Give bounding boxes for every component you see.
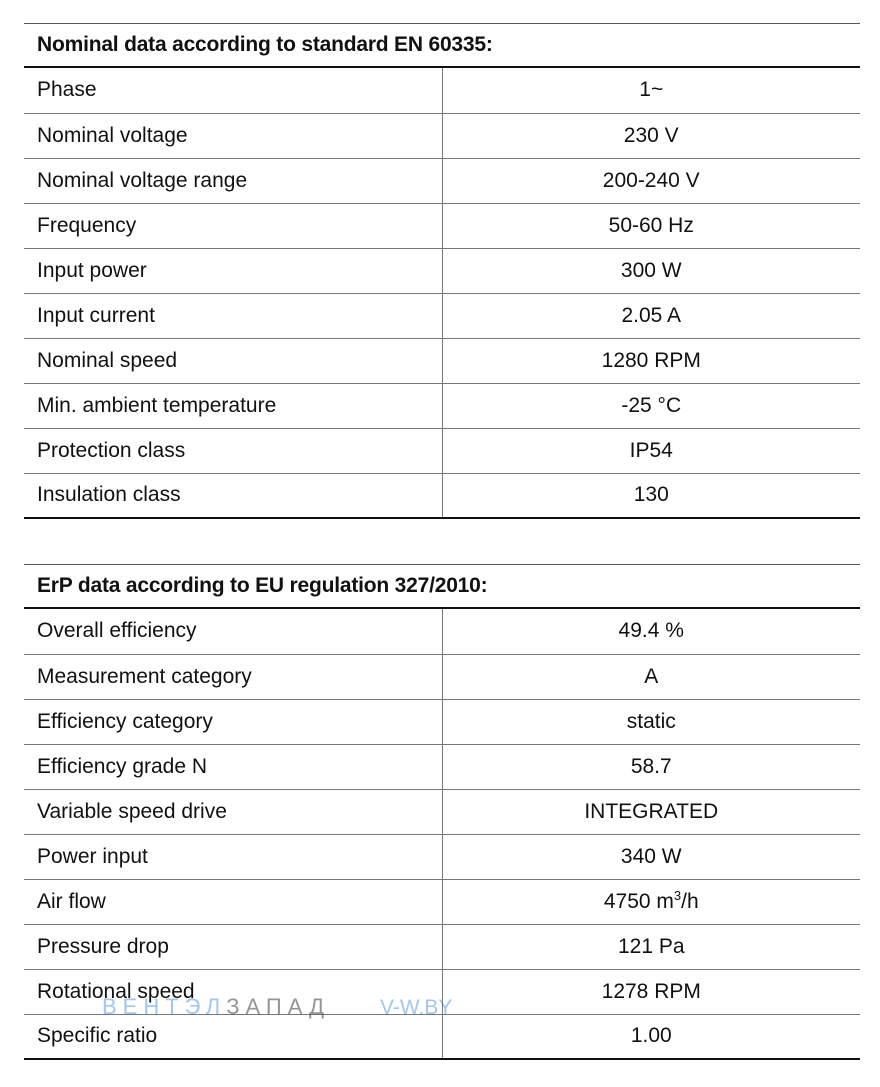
row-value: 340 W	[442, 834, 860, 880]
air-flow-exponent: 3	[673, 887, 682, 903]
table-row: Specific ratio 1.00	[24, 1014, 860, 1060]
table-row: Frequency 50-60 Hz	[24, 203, 860, 249]
row-value: 121 Pa	[442, 924, 860, 970]
table-row: Efficiency category static	[24, 699, 860, 745]
nominal-data-title: Nominal data according to standard EN 60…	[24, 23, 860, 68]
row-label: Min. ambient temperature	[24, 383, 443, 429]
table-row: Nominal voltage 230 V	[24, 113, 860, 159]
row-label: Frequency	[24, 203, 443, 249]
table-row: Min. ambient temperature -25 °C	[24, 383, 860, 429]
row-value: 58.7	[442, 744, 860, 790]
row-value: 230 V	[442, 113, 860, 159]
row-value: -25 °C	[442, 383, 860, 429]
row-value: 49.4 %	[442, 609, 860, 655]
row-label: Nominal speed	[24, 338, 443, 384]
row-value: static	[442, 699, 860, 745]
row-label: Measurement category	[24, 654, 443, 700]
row-label: Protection class	[24, 428, 443, 474]
row-label: Input current	[24, 293, 443, 339]
table-row: Power input 340 W	[24, 834, 860, 880]
row-label: Nominal voltage	[24, 113, 443, 159]
table-row: Input current 2.05 A	[24, 293, 860, 339]
erp-data-grid: Overall efficiency 49.4 % Measurement cat…	[24, 609, 860, 1060]
table-row: Air flow 4750 m3/h	[24, 879, 860, 925]
row-value: 1278 RPM	[442, 969, 860, 1015]
row-value: 50-60 Hz	[442, 203, 860, 249]
row-value: 1.00	[442, 1014, 860, 1060]
row-value: 4750 m3/h	[442, 879, 860, 925]
row-label: Overall efficiency	[24, 609, 443, 655]
row-value: 1~	[442, 68, 860, 114]
table-row: Measurement category A	[24, 654, 860, 700]
air-flow-unit: /h	[681, 889, 699, 913]
row-value: 130	[442, 473, 860, 519]
row-label: Insulation class	[24, 473, 443, 519]
table-row: Protection class IP54	[24, 428, 860, 474]
row-value: 300 W	[442, 248, 860, 294]
erp-data-table: ErP data according to EU regulation 327/…	[24, 564, 860, 1060]
row-value: 2.05 A	[442, 293, 860, 339]
table-row: Phase 1~	[24, 68, 860, 114]
row-value: A	[442, 654, 860, 700]
table-row: Efficiency grade N 58.7	[24, 744, 860, 790]
row-label: Input power	[24, 248, 443, 294]
row-label: Efficiency category	[24, 699, 443, 745]
row-label: Air flow	[24, 879, 443, 925]
erp-data-title: ErP data according to EU regulation 327/…	[24, 564, 860, 609]
row-value: IP54	[442, 428, 860, 474]
row-label: Rotational speed	[24, 969, 443, 1015]
row-value: 1280 RPM	[442, 338, 860, 384]
table-row: Variable speed drive INTEGRATED	[24, 789, 860, 835]
table-row: Insulation class 130	[24, 473, 860, 519]
row-label: Phase	[24, 68, 443, 114]
table-row: Pressure drop 121 Pa	[24, 924, 860, 970]
table-row: Input power 300 W	[24, 248, 860, 294]
row-label: Pressure drop	[24, 924, 443, 970]
air-flow-value: 4750 m	[603, 889, 674, 913]
nominal-data-table: Nominal data according to standard EN 60…	[24, 23, 860, 519]
table-row: Nominal voltage range 200-240 V	[24, 158, 860, 204]
table-row: Nominal speed 1280 RPM	[24, 338, 860, 384]
row-value: 200-240 V	[442, 158, 860, 204]
row-value: INTEGRATED	[442, 789, 860, 835]
table-row: Rotational speed 1278 RPM	[24, 969, 860, 1015]
row-label: Specific ratio	[24, 1014, 443, 1060]
table-row: Overall efficiency 49.4 %	[24, 609, 860, 655]
row-label: Variable speed drive	[24, 789, 443, 835]
row-label: Efficiency grade N	[24, 744, 443, 790]
nominal-data-grid: Phase 1~ Nominal voltage 230 V Nominal vol…	[24, 68, 860, 519]
row-label: Nominal voltage range	[24, 158, 443, 204]
row-label: Power input	[24, 834, 443, 880]
